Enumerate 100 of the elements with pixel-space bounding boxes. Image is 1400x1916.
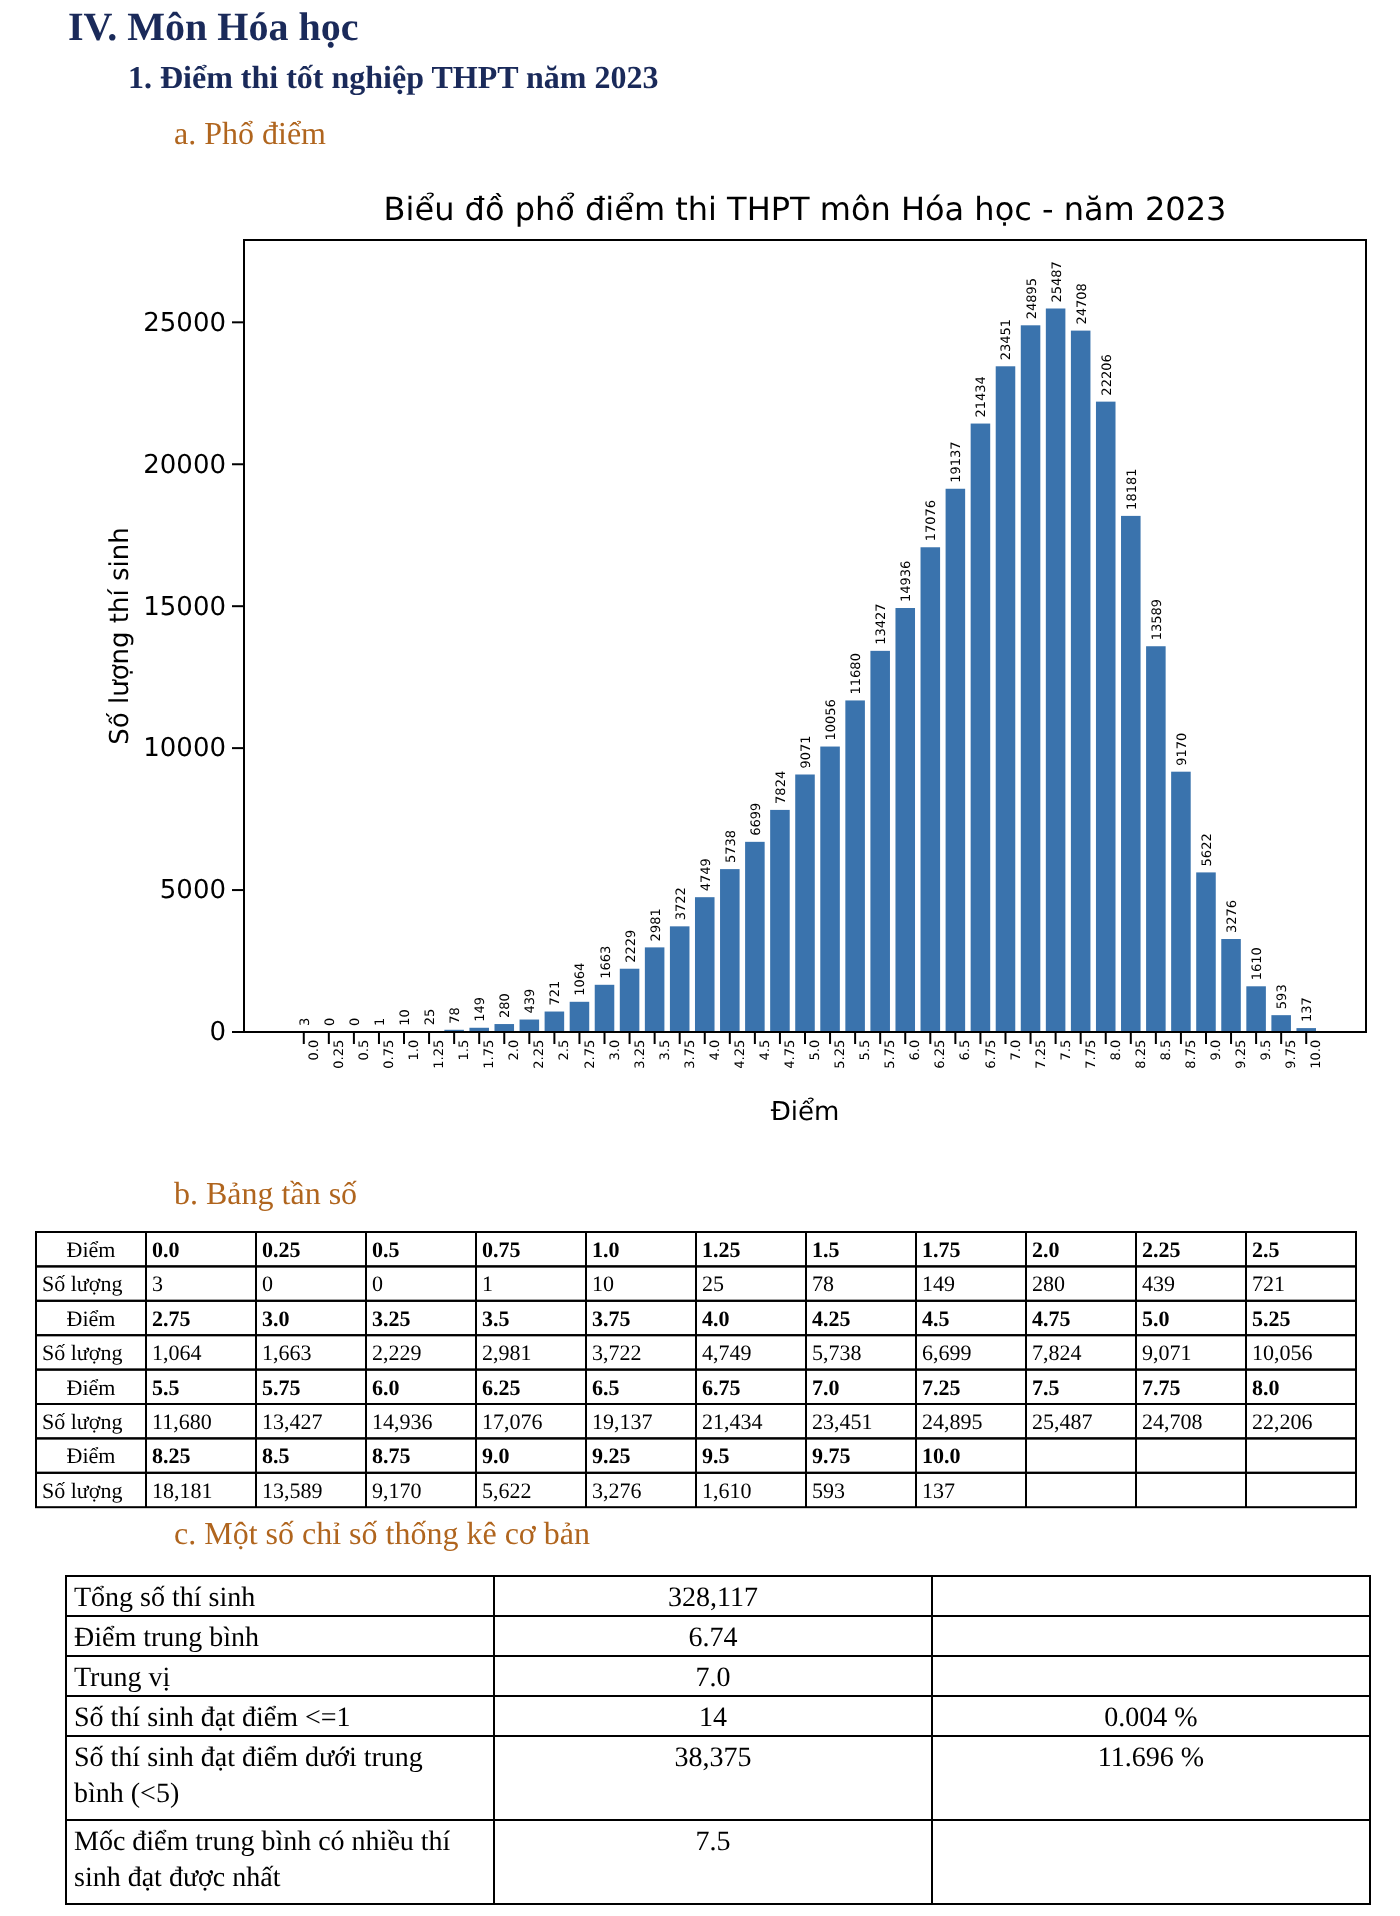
- category-label: 5.5: [152, 1376, 180, 1401]
- category-label: 4.5: [922, 1307, 950, 1332]
- category-label: 3.25: [372, 1307, 411, 1332]
- text: 11.696 %: [1097, 1744, 1205, 1774]
- text: c. Một số chỉ số thống kê cơ bản: [174, 1518, 590, 1552]
- text: Số lượng: [42, 1342, 123, 1367]
- text: 7.5: [1032, 1376, 1061, 1401]
- text: 5,622: [482, 1479, 532, 1504]
- category-label: 7.75: [1142, 1376, 1181, 1401]
- text: 13,427: [262, 1411, 324, 1435]
- text: 1. Điểm thi tốt nghiệp THPT năm 2023: [128, 62, 659, 96]
- text: 14: [699, 1704, 727, 1734]
- category-label: 7.25: [922, 1376, 961, 1401]
- text: 18,181: [152, 1479, 213, 1504]
- text: 23,451: [812, 1411, 873, 1435]
- text: Số thí sinh đạt điểm dưới trung bình (<5): [74, 1744, 423, 1810]
- text: 593: [812, 1479, 846, 1504]
- text: 38,375: [674, 1744, 752, 1774]
- category-label: 0.75: [482, 1239, 521, 1263]
- category-label: 1.25: [702, 1239, 741, 1263]
- category-label: 4.25: [812, 1307, 851, 1332]
- text: 9,071: [1142, 1342, 1192, 1367]
- text: IV. Môn Hóa học: [68, 6, 359, 50]
- text: Trung vị: [74, 1664, 171, 1694]
- y-axis-title: Số lượng thí sinh: [106, 527, 136, 745]
- category-label: 4.75: [1032, 1307, 1071, 1332]
- text: 6,699: [922, 1342, 973, 1367]
- text: 24,708: [1142, 1411, 1204, 1435]
- text: 17,076: [482, 1411, 544, 1435]
- x-axis-title: Điểm: [770, 1096, 840, 1128]
- text: 14,936: [372, 1411, 434, 1435]
- category-label: 4.0: [702, 1307, 730, 1332]
- category-label: 3.0: [262, 1307, 290, 1332]
- text: 328,117: [668, 1584, 758, 1614]
- text: Mốc điểm trung bình có nhiều thí sinh đạt được nhất: [74, 1828, 451, 1894]
- category-label: 6.75: [702, 1376, 741, 1401]
- text: 2,981: [482, 1342, 532, 1367]
- text: 13,589: [262, 1479, 324, 1504]
- category-label: 6.5: [592, 1376, 620, 1401]
- category-label: 1.0: [592, 1239, 620, 1263]
- category-label: 1.5: [812, 1239, 840, 1263]
- text: 7.0: [812, 1376, 841, 1401]
- text: 21,434: [702, 1411, 764, 1435]
- category-label: 6.0: [372, 1376, 400, 1401]
- y-tick-label: 20000: [143, 450, 226, 481]
- text: Số lượng: [42, 1479, 123, 1504]
- category-label: 3.5: [482, 1307, 510, 1332]
- category-label: 7.5: [695, 1828, 731, 1858]
- text: 2,229: [372, 1342, 423, 1367]
- category-label: 0.25: [262, 1239, 301, 1263]
- text: 9,170: [372, 1479, 423, 1504]
- text: 10: [592, 1273, 615, 1298]
- y-tick-label: 25000: [143, 308, 226, 339]
- text: 137: [922, 1479, 956, 1504]
- category-label: 2.25: [1142, 1239, 1181, 1263]
- category-label: 2.75: [152, 1307, 191, 1332]
- category-label: 3.75: [592, 1307, 631, 1332]
- text: 149: [922, 1273, 956, 1298]
- category-label: 7.0: [695, 1664, 731, 1694]
- text: Số lượng: [42, 1273, 124, 1298]
- chart-title: Biểu đồ phổ điểm thi THPT môn Hóa học - năm 2023: [383, 190, 1227, 228]
- category-label: 10.0: [922, 1445, 961, 1470]
- text: 6.74: [688, 1624, 738, 1654]
- text: 3: [152, 1273, 164, 1298]
- text: 280: [1032, 1273, 1066, 1298]
- text: Điểm: [66, 1445, 116, 1470]
- category-label: 9.5: [702, 1445, 730, 1470]
- text: 19,137: [592, 1411, 654, 1435]
- text: Tổng số thí sinh: [74, 1584, 256, 1614]
- text: Điểm: [66, 1376, 116, 1401]
- y-tick-label: 15000: [143, 592, 226, 623]
- category-label: 5.75: [262, 1376, 301, 1401]
- text: Số thí sinh đạt điểm <=1: [74, 1704, 351, 1734]
- text: b. Bảng tần số: [174, 1178, 358, 1212]
- text: 1: [482, 1273, 493, 1298]
- category-label: 6.25: [482, 1376, 521, 1401]
- text: 0.004 %: [1104, 1704, 1199, 1734]
- y-tick-label: 5000: [159, 876, 226, 907]
- category-label: 2.5: [1252, 1239, 1280, 1263]
- text: 3,276: [592, 1479, 643, 1504]
- category-label: 9.75: [812, 1445, 851, 1470]
- category-label: 8.75: [372, 1445, 411, 1470]
- text: 11,680: [152, 1411, 213, 1435]
- category-label: 9.0: [482, 1445, 510, 1470]
- text: 25,487: [1032, 1411, 1094, 1435]
- text: 78: [812, 1273, 835, 1298]
- text: 22,206: [1252, 1411, 1314, 1435]
- text: 721: [1252, 1273, 1285, 1298]
- text: 1,610: [702, 1479, 753, 1504]
- text: 4,749: [702, 1342, 753, 1367]
- text: Điểm: [66, 1239, 117, 1263]
- category-label: 0.5: [372, 1239, 400, 1263]
- text: 10,056: [1252, 1342, 1314, 1367]
- category-label: 0.0: [152, 1239, 180, 1263]
- category-label: 5.0: [1142, 1307, 1170, 1332]
- y-tick-label: 0: [209, 1018, 226, 1049]
- text: 0: [372, 1273, 384, 1298]
- text: 3,722: [592, 1342, 642, 1367]
- text: 5,738: [812, 1342, 863, 1367]
- text: 25: [702, 1273, 725, 1298]
